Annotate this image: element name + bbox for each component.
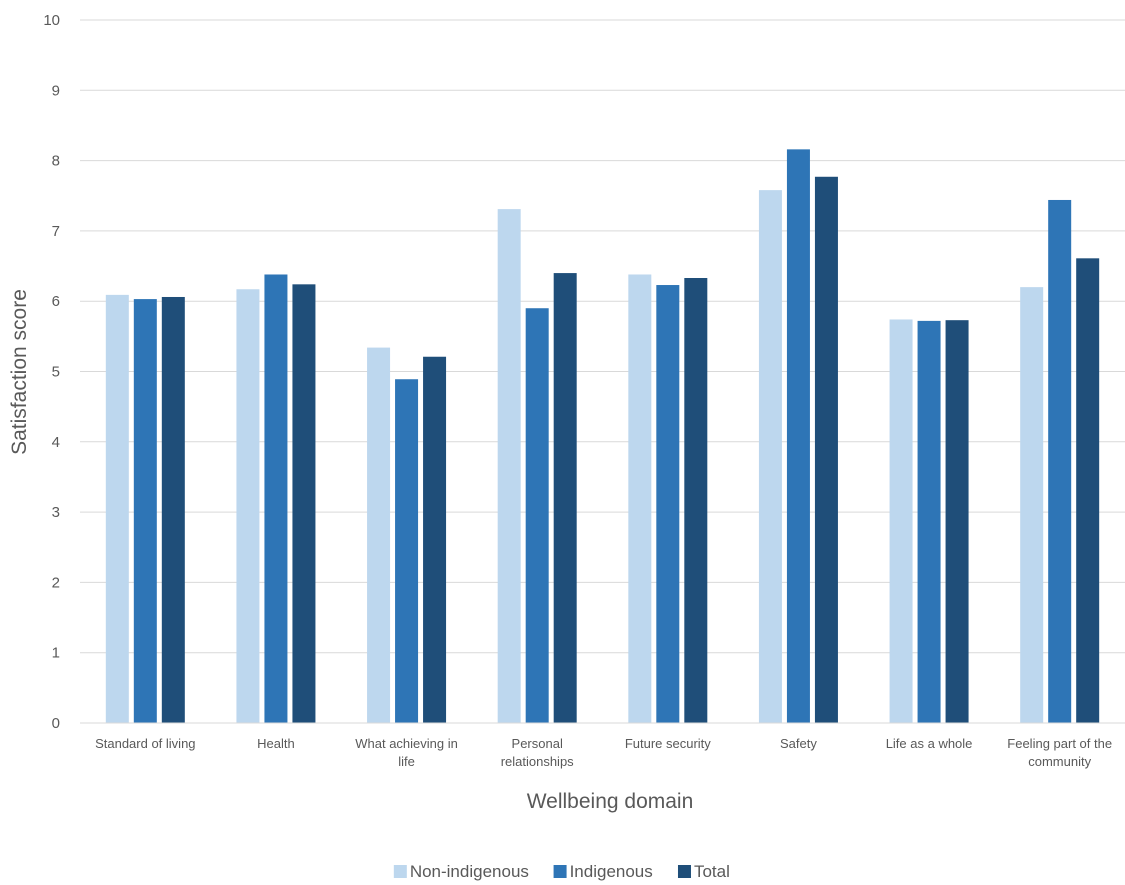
y-tick-label: 0 (52, 715, 60, 732)
x-tick-label: Future security (625, 736, 711, 751)
bar-non-indigenous (628, 274, 652, 723)
bar-indigenous (786, 149, 810, 724)
x-tick-label: Safety (780, 736, 817, 751)
bar-total (1076, 258, 1100, 723)
bar-indigenous (1048, 199, 1072, 723)
y-tick-label: 4 (52, 434, 60, 451)
legend-swatch (553, 865, 567, 878)
bar-indigenous (656, 285, 680, 723)
bar-indigenous (917, 320, 941, 723)
bar-total (814, 176, 838, 724)
y-tick-label: 1 (52, 645, 60, 662)
x-axis-categories: Standard of living Health What achieving i… (95, 736, 1112, 769)
bar-total (423, 356, 447, 723)
y-tick-label: 8 (52, 153, 60, 170)
bar-non-indigenous (236, 289, 260, 723)
y-tick-label: 3 (52, 504, 60, 521)
x-tick-label: relationships (501, 754, 574, 769)
bar-non-indigenous (497, 209, 521, 723)
x-tick-label: Health (257, 736, 295, 751)
bar-indigenous (264, 274, 288, 723)
bar-indigenous (525, 308, 549, 723)
bar-non-indigenous (367, 347, 391, 723)
legend-swatch (393, 865, 407, 878)
bar-total (684, 278, 708, 723)
bar-total (553, 273, 577, 723)
x-axis-title: Wellbeing domain (527, 790, 694, 813)
bar-indigenous (395, 379, 419, 723)
bar-total (161, 296, 185, 723)
bar-indigenous (133, 299, 157, 723)
y-tick-label: 2 (52, 574, 60, 591)
y-tick-label: 10 (43, 12, 60, 29)
x-tick-label: Life as a whole (886, 736, 973, 751)
bar-non-indigenous (105, 294, 129, 723)
bar-total (945, 320, 969, 723)
y-tick-label: 9 (52, 82, 60, 99)
legend: Non-indigenous Indigenous Total (393, 862, 730, 881)
y-axis-ticks: 0 1 2 3 4 5 6 7 8 9 10 (43, 12, 60, 732)
y-axis-title: Satisfaction score (8, 289, 31, 455)
legend-swatch (677, 865, 691, 878)
bars (105, 149, 1100, 724)
y-tick-label: 5 (52, 364, 60, 381)
x-tick-label: community (1028, 754, 1091, 769)
y-tick-label: 7 (52, 223, 60, 240)
x-tick-label: Standard of living (95, 736, 195, 751)
bar-non-indigenous (1020, 287, 1044, 723)
x-tick-label: life (398, 754, 415, 769)
bar-total (292, 284, 316, 723)
bar-non-indigenous (758, 190, 782, 724)
legend-label: Total (694, 862, 730, 881)
y-tick-label: 6 (52, 293, 60, 310)
x-tick-label: Personal (512, 736, 563, 751)
bar-non-indigenous (889, 319, 913, 723)
x-tick-label: What achieving in (355, 736, 458, 751)
x-tick-label: Feeling part of the (1007, 736, 1112, 751)
legend-label: Non-indigenous (410, 862, 529, 881)
legend-label: Indigenous (570, 862, 653, 881)
